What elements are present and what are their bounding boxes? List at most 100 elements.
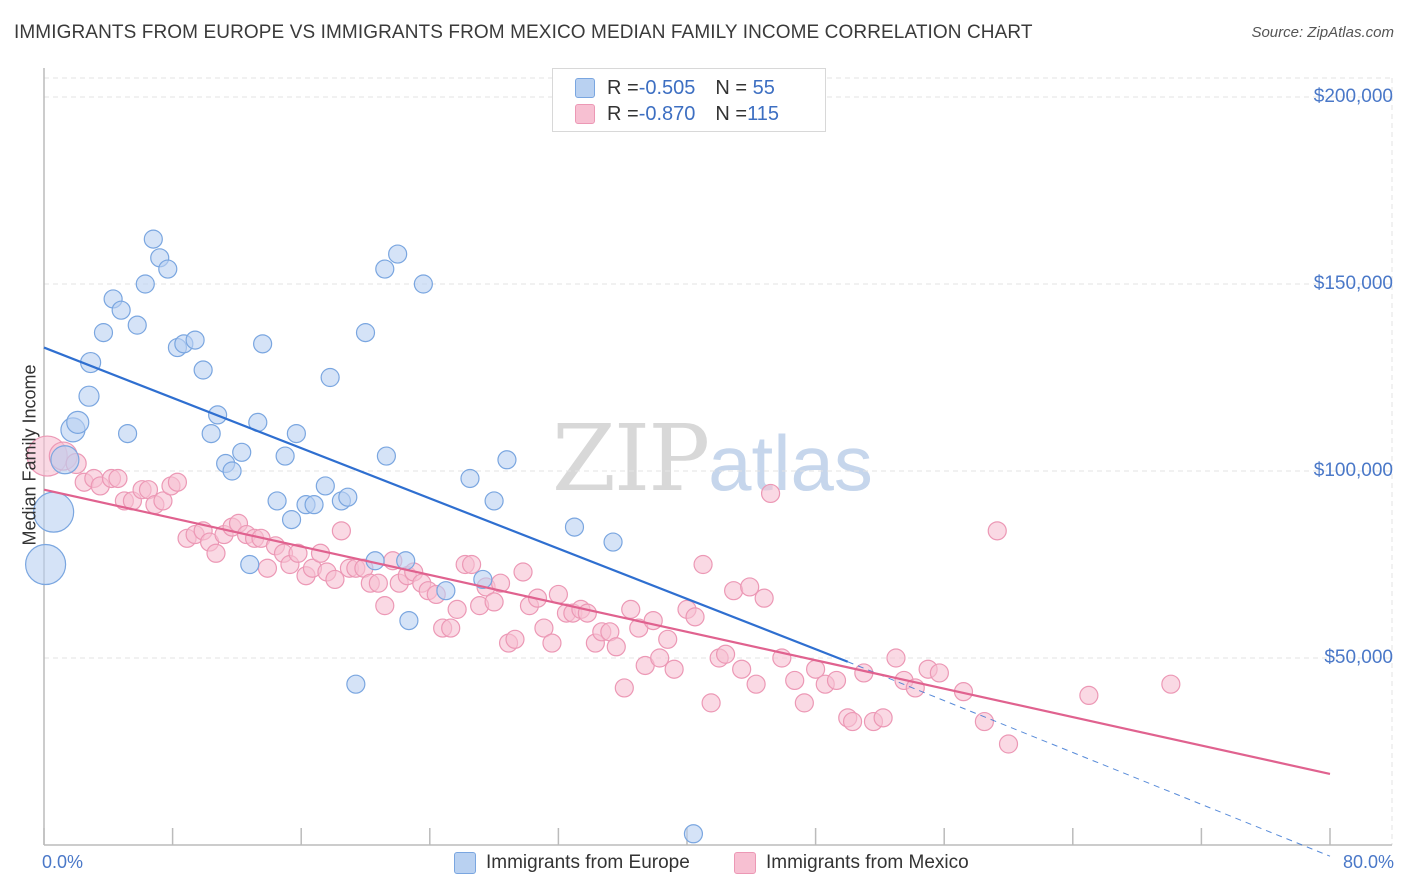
mexico-point	[325, 569, 345, 590]
mexico-point	[368, 573, 388, 593]
y-tick-label: $50,000	[1324, 647, 1393, 668]
europe-point	[93, 323, 114, 343]
europe-legend-label: Immigrants from Europe	[486, 852, 690, 873]
europe-point	[399, 610, 419, 631]
europe-point	[232, 442, 252, 462]
europe-point	[286, 424, 306, 444]
mexico-point	[447, 599, 467, 619]
europe-point	[346, 674, 366, 694]
europe-point	[117, 424, 138, 444]
watermark-zip: ZIP	[552, 405, 710, 512]
europe-point	[222, 461, 242, 481]
europe-point	[497, 450, 517, 470]
europe-points	[25, 229, 704, 844]
mexico-point	[685, 607, 705, 627]
y-axis-label: Median Family Income	[19, 364, 40, 546]
mexico-point	[886, 648, 906, 668]
mexico-points	[26, 435, 1181, 754]
mexico-n-label: N =	[715, 102, 748, 125]
mexico-point	[441, 618, 461, 638]
mexico-point	[664, 659, 684, 679]
europe-point	[683, 824, 704, 844]
bottom-legend-europe: Immigrants from Europe	[454, 852, 690, 874]
europe-point	[185, 330, 205, 350]
mexico-point	[461, 554, 482, 575]
europe-point	[320, 367, 340, 388]
grid-lines	[44, 77, 1393, 845]
europe-point	[473, 569, 493, 590]
x-tick-min: 0.0%	[42, 852, 84, 872]
mexico-point	[167, 472, 188, 492]
legend-row-europe: R = -0.505 N = 55	[575, 76, 775, 100]
europe-point	[275, 446, 295, 466]
x-tick-max: 80.0%	[1342, 852, 1394, 872]
legend-row-mexico: R = -0.870 N = 115	[575, 102, 779, 126]
europe-point	[315, 476, 335, 496]
mexico-point	[974, 711, 994, 732]
europe-point	[338, 487, 358, 507]
mexico-legend-label: Immigrants from Mexico	[766, 852, 969, 873]
mexico-point	[760, 483, 781, 504]
mexico-trend-line	[43, 488, 1331, 776]
mexico-point	[643, 610, 663, 631]
mexico-point	[257, 558, 278, 578]
mexico-point	[606, 637, 626, 657]
europe-point	[304, 495, 324, 515]
mexico-point	[732, 659, 752, 679]
europe-point	[460, 468, 480, 489]
mexico-point	[1161, 674, 1181, 694]
europe-point	[253, 334, 273, 354]
europe-n-value: 55	[747, 76, 775, 99]
europe-point	[564, 517, 585, 537]
europe-point	[375, 259, 395, 279]
europe-point	[484, 491, 504, 511]
mexico-point	[740, 577, 760, 597]
europe-point	[240, 554, 260, 575]
y-tick-label: $150,000	[1313, 273, 1393, 294]
europe-swatch	[575, 78, 595, 98]
mexico-r-value: -0.870	[638, 102, 696, 125]
mexico-point	[693, 554, 713, 575]
mexico-r-label: R =	[607, 102, 639, 125]
mexico-legend-swatch	[734, 852, 756, 874]
mexico-point	[746, 674, 766, 694]
mexico-point	[873, 708, 893, 728]
mexico-point	[794, 693, 814, 713]
watermark-atlas: atlas	[708, 419, 873, 507]
mexico-point	[987, 521, 1007, 541]
mexico-point	[288, 543, 308, 563]
europe-point	[158, 259, 178, 279]
mexico-point	[534, 618, 554, 638]
europe-point	[413, 274, 433, 294]
mexico-point	[650, 648, 670, 668]
europe-point	[201, 424, 221, 444]
mexico-point	[785, 670, 805, 691]
mexico-point	[108, 468, 128, 489]
mexico-point	[375, 596, 395, 616]
mexico-point	[842, 711, 863, 732]
mexico-point	[754, 588, 774, 608]
mexico-point	[206, 543, 226, 563]
europe-point	[603, 532, 623, 552]
mexico-point	[153, 491, 173, 511]
europe-trend-line	[43, 346, 849, 663]
europe-point	[436, 581, 456, 601]
mexico-point	[701, 693, 721, 713]
trend-lines	[43, 346, 1331, 857]
mexico-point	[614, 678, 634, 698]
europe-point	[267, 491, 287, 511]
europe-point	[50, 445, 80, 475]
mexico-point	[998, 734, 1019, 754]
europe-trend-extension	[847, 661, 1331, 857]
mexico-point	[484, 592, 504, 612]
europe-point	[281, 510, 302, 530]
mexico-point	[331, 521, 351, 541]
europe-r-label: R =	[607, 76, 639, 99]
europe-point	[396, 551, 416, 571]
mexico-point	[621, 599, 641, 619]
mexico-swatch	[575, 104, 595, 124]
europe-point	[78, 385, 100, 407]
mexico-point	[548, 584, 569, 605]
mexico-point	[826, 670, 847, 691]
